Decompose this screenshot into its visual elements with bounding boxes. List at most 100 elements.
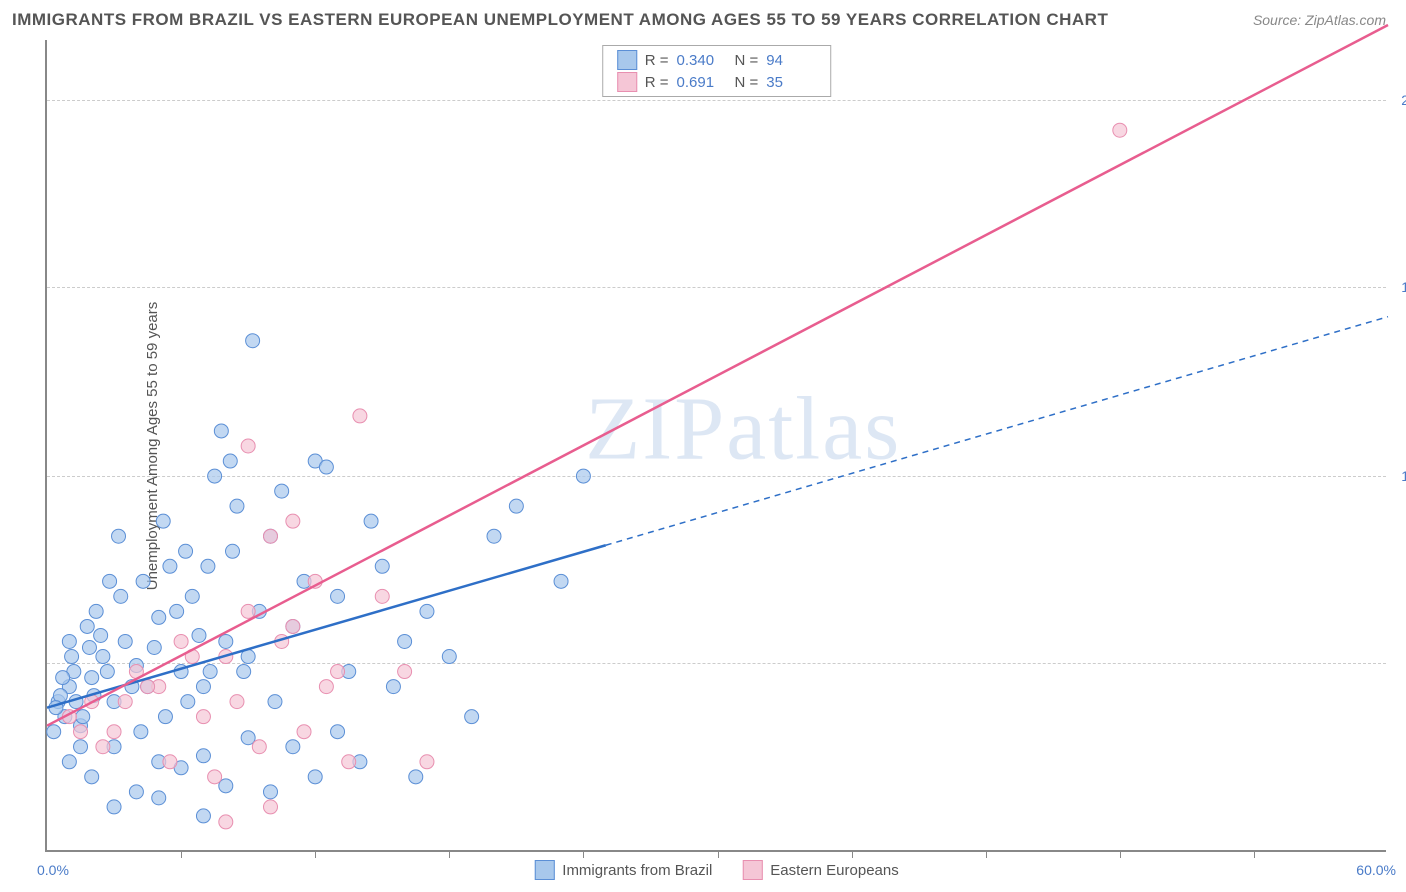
data-point [158, 710, 172, 724]
y-tick-label: 12.5% [1401, 468, 1406, 484]
data-point [264, 529, 278, 543]
data-point [576, 469, 590, 483]
legend-swatch [617, 50, 637, 70]
x-tick [315, 850, 316, 858]
x-tick [986, 850, 987, 858]
x-tick [852, 850, 853, 858]
data-point [114, 589, 128, 603]
scatter-svg [47, 40, 1386, 850]
data-point [62, 634, 76, 648]
data-point [420, 604, 434, 618]
data-point [246, 334, 260, 348]
data-point [112, 529, 126, 543]
data-point [509, 499, 523, 513]
data-point [181, 695, 195, 709]
data-point [241, 731, 255, 745]
data-point [96, 740, 110, 754]
x-tick [1120, 850, 1121, 858]
data-point [201, 559, 215, 573]
data-point [286, 619, 300, 633]
data-point [331, 725, 345, 739]
data-point [286, 740, 300, 754]
legend-n-value: 35 [766, 74, 816, 91]
data-point [74, 740, 88, 754]
data-point [237, 665, 251, 679]
x-tick [718, 850, 719, 858]
x-axis-max-label: 60.0% [1356, 862, 1396, 878]
data-point [163, 755, 177, 769]
data-point [152, 791, 166, 805]
data-point [107, 800, 121, 814]
data-point [134, 725, 148, 739]
legend-r-value: 0.340 [677, 52, 727, 69]
data-point [196, 809, 210, 823]
data-point [141, 680, 155, 694]
data-point [76, 710, 90, 724]
data-point [331, 665, 345, 679]
data-point [286, 514, 300, 528]
data-point [353, 409, 367, 423]
data-point [100, 665, 114, 679]
legend-n-value: 94 [766, 52, 816, 69]
x-tick [449, 850, 450, 858]
data-point [65, 650, 79, 664]
data-point [136, 574, 150, 588]
x-tick [1254, 850, 1255, 858]
data-point [118, 695, 132, 709]
data-point [375, 559, 389, 573]
data-point [192, 628, 206, 642]
legend-swatch [617, 72, 637, 92]
data-point [442, 650, 456, 664]
series-legend: Immigrants from Brazil Eastern Europeans [534, 860, 898, 880]
data-point [319, 460, 333, 474]
data-point [398, 665, 412, 679]
data-point [85, 770, 99, 784]
data-point [487, 529, 501, 543]
data-point [56, 671, 70, 685]
legend-swatch [742, 860, 762, 880]
data-point [297, 725, 311, 739]
data-point [96, 650, 110, 664]
data-point [364, 514, 378, 528]
data-point [170, 604, 184, 618]
data-point [241, 439, 255, 453]
data-point [1113, 123, 1127, 137]
data-point [223, 454, 237, 468]
legend-item: Immigrants from Brazil [534, 860, 712, 880]
data-point [156, 514, 170, 528]
data-point [252, 740, 266, 754]
legend-n-label: N = [735, 52, 759, 69]
data-point [82, 640, 96, 654]
data-point [264, 785, 278, 799]
data-point [62, 755, 76, 769]
legend-r-label: R = [645, 52, 669, 69]
legend-n-label: N = [735, 74, 759, 91]
data-point [375, 589, 389, 603]
data-point [409, 770, 423, 784]
data-point [196, 710, 210, 724]
data-point [163, 559, 177, 573]
data-point [214, 424, 228, 438]
source-label: Source: ZipAtlas.com [1253, 12, 1386, 28]
data-point [241, 604, 255, 618]
legend-r-label: R = [645, 74, 669, 91]
data-point [103, 574, 117, 588]
data-point [342, 755, 356, 769]
data-point [94, 628, 108, 642]
data-point [47, 725, 61, 739]
data-point [275, 484, 289, 498]
data-point [85, 671, 99, 685]
legend-item: Eastern Europeans [742, 860, 898, 880]
legend-label: Immigrants from Brazil [562, 862, 712, 879]
data-point [264, 800, 278, 814]
data-point [129, 785, 143, 799]
data-point [179, 544, 193, 558]
data-point [554, 574, 568, 588]
legend-r-value: 0.691 [677, 74, 727, 91]
x-tick [583, 850, 584, 858]
data-point [208, 770, 222, 784]
data-point [203, 665, 217, 679]
data-point [118, 634, 132, 648]
data-point [208, 469, 222, 483]
data-point [230, 695, 244, 709]
